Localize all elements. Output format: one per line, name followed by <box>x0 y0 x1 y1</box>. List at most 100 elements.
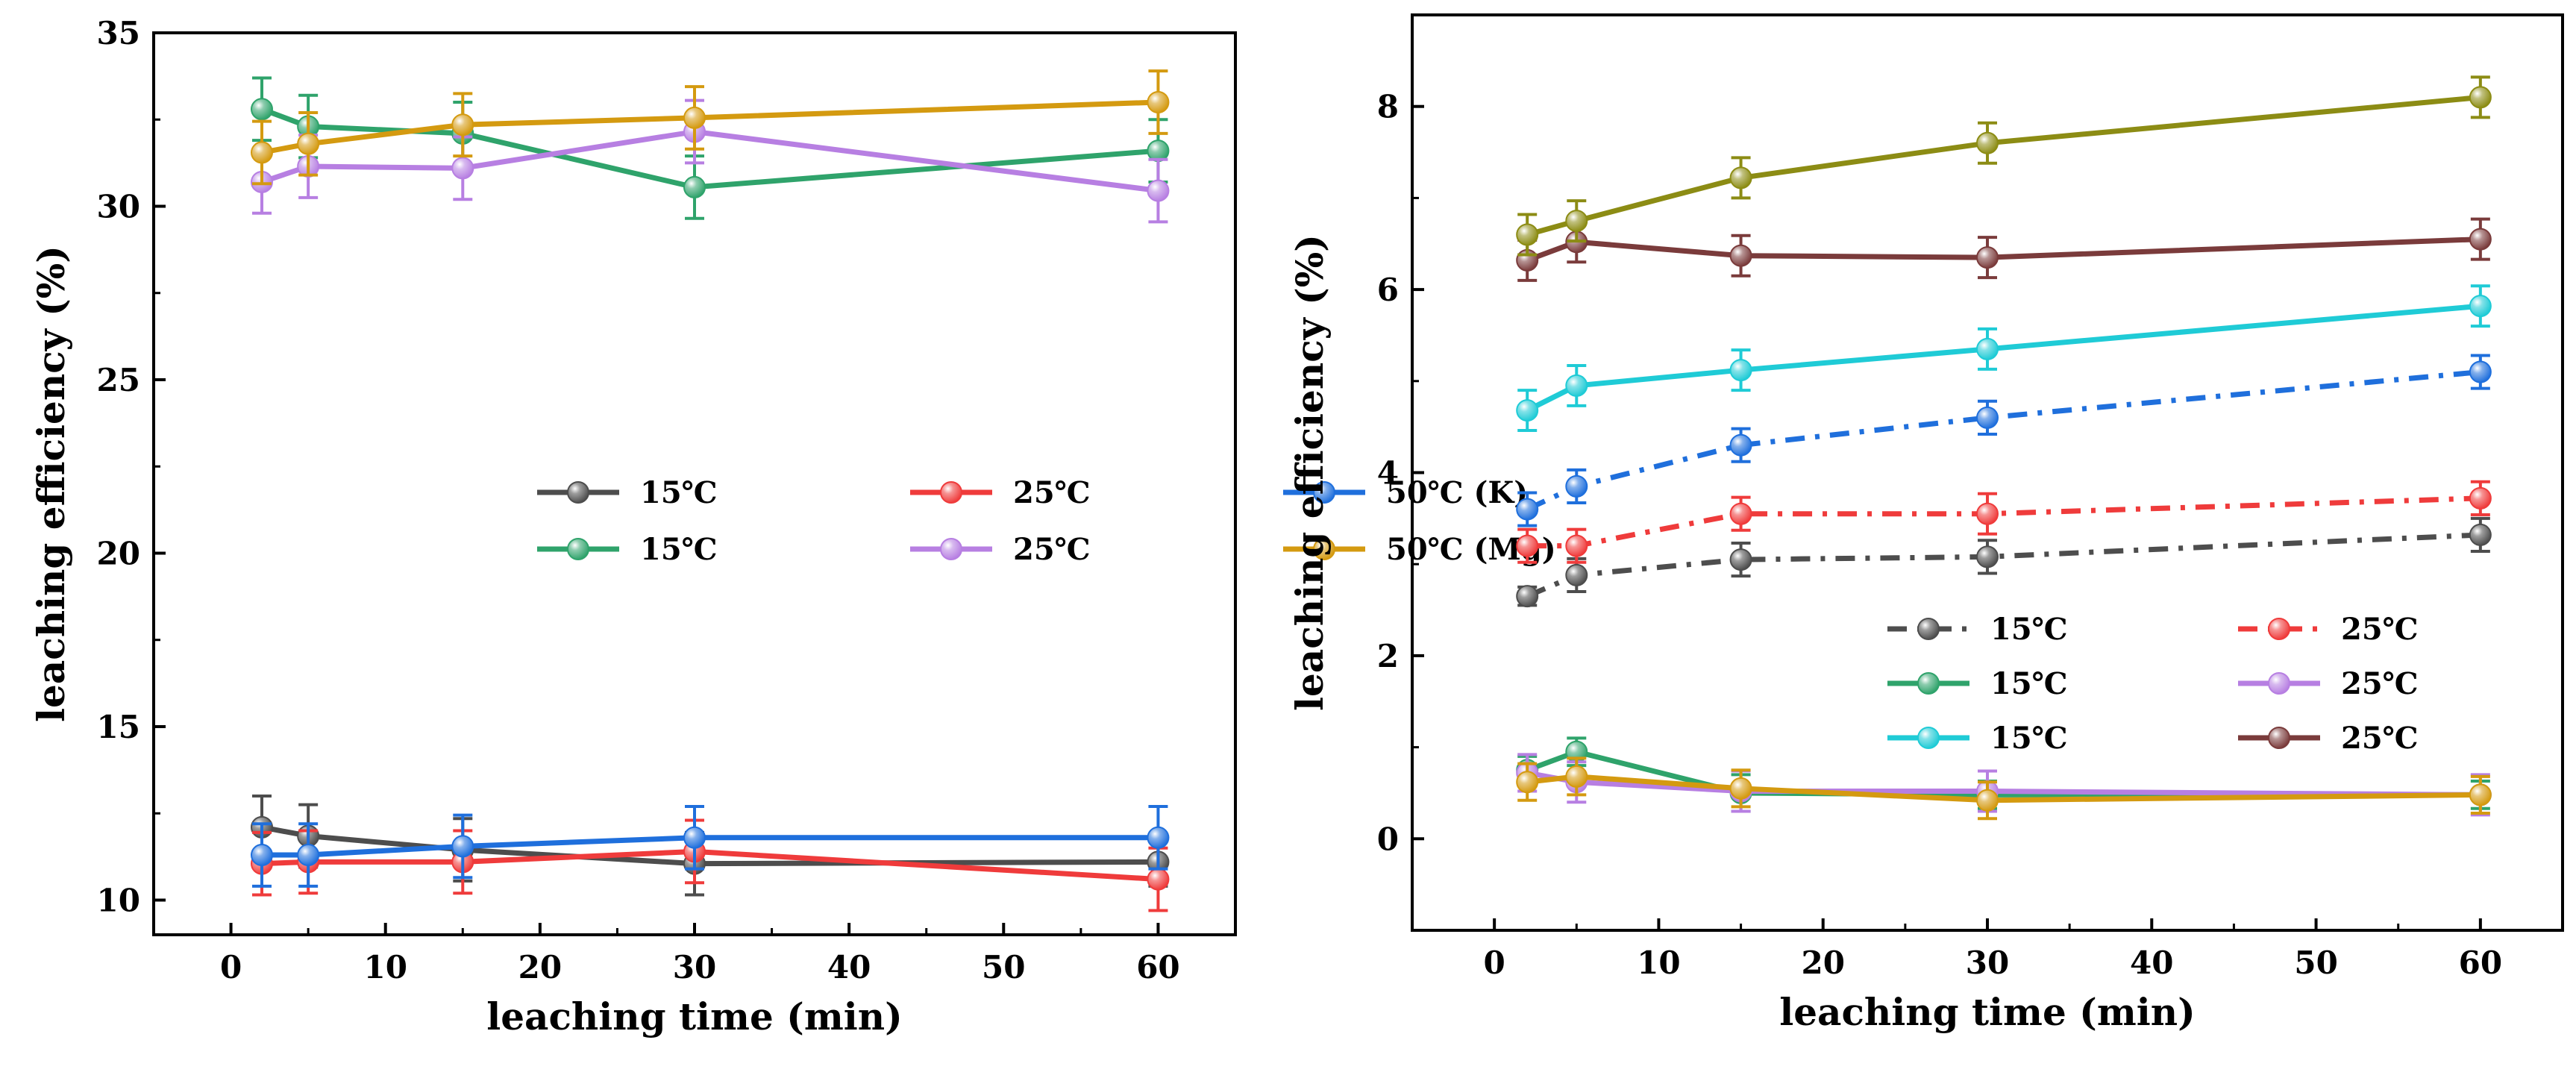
y-tick-label: 15 <box>97 709 140 745</box>
series-4 <box>251 76 1170 220</box>
y-tick-label: 8 <box>1377 89 1399 125</box>
series-7 <box>1516 284 2492 433</box>
x-tick-label: 40 <box>827 949 871 986</box>
data-point <box>1565 210 1588 233</box>
data-point <box>2469 783 2492 806</box>
x-tick-label: 10 <box>363 949 407 986</box>
legend-label: 50℃ (K) <box>1386 475 1528 510</box>
legend-label: 15℃ <box>640 532 718 567</box>
data-point <box>1729 359 1752 382</box>
series-9 <box>1516 75 2492 257</box>
data-point <box>1976 502 1999 525</box>
y-axis-label: leaching efficiency (%) <box>29 245 73 722</box>
legend-marker <box>940 481 962 504</box>
x-tick-label: 30 <box>1966 944 2009 981</box>
series-line <box>261 99 1159 155</box>
x-tick-label: 60 <box>2459 944 2502 981</box>
y-tick-label: 20 <box>97 536 140 572</box>
legend-marker <box>1917 618 1940 640</box>
legend-marker <box>1313 481 1335 504</box>
data-point <box>1729 548 1752 571</box>
series-8 <box>1516 217 2492 282</box>
y-tick-label: 10 <box>97 883 140 919</box>
x-tick-label: 10 <box>1637 944 1680 981</box>
legend-marker <box>567 481 589 504</box>
legend-marker <box>1917 672 1940 695</box>
data-point <box>2469 295 2492 318</box>
legend-marker <box>1917 727 1940 749</box>
series-1 <box>1516 516 2492 608</box>
data-point <box>451 835 474 858</box>
y-tick-label: 4 <box>1377 455 1399 492</box>
series-1 <box>251 795 1170 897</box>
series-line <box>1526 369 2481 512</box>
legend-marker <box>2268 727 2290 749</box>
legend-label: 25℃ <box>1013 532 1091 567</box>
legend-marker <box>2268 672 2290 695</box>
data-point <box>683 175 706 198</box>
data-point <box>297 132 320 155</box>
x-axis-label: leaching time (min) <box>486 994 903 1038</box>
data-point <box>1565 534 1588 557</box>
legend: 15℃ 25℃ 50℃ (K)15℃ 25℃ 50℃ (Mg) <box>537 475 1556 567</box>
data-point <box>251 141 273 164</box>
legend-label: 15℃ <box>1990 666 2068 701</box>
data-point <box>1147 868 1170 891</box>
data-point <box>1565 765 1588 788</box>
data-point <box>1729 777 1752 800</box>
series-2 <box>1516 480 2492 564</box>
series-line <box>1526 94 2481 237</box>
chart-panel-2: 0 10 20 30 40 50 60 0 2 4 6 8 leaching time (min) lea… <box>1288 13 2564 1034</box>
data-point <box>1976 131 1999 154</box>
series-line <box>1527 495 2481 549</box>
x-tick-label: 0 <box>1484 944 1505 981</box>
x-tick-label: 0 <box>220 949 242 986</box>
data-point <box>251 844 273 867</box>
legend-marker <box>567 538 589 560</box>
data-point <box>1516 498 1539 521</box>
data-point <box>1565 563 1588 586</box>
y-axis-label: leaching efficiency (%) <box>1288 234 1332 711</box>
data-point <box>1976 406 1999 429</box>
series-line <box>261 824 1159 867</box>
data-point <box>1516 585 1539 608</box>
series-line <box>1526 303 2481 413</box>
data-point <box>2469 360 2492 383</box>
data-point <box>1976 545 1999 568</box>
data-point <box>1516 771 1539 794</box>
series-6 <box>251 69 1170 186</box>
legend-label: 25℃ <box>2341 612 2419 647</box>
legend-label: 25℃ <box>1013 475 1091 510</box>
data-point <box>1729 244 1752 267</box>
data-point <box>2469 86 2492 109</box>
y-tick-label: 6 <box>1377 272 1399 308</box>
y-tick-label: 35 <box>97 15 140 51</box>
x-tick-label: 60 <box>1136 949 1179 986</box>
x-tick-label: 20 <box>1801 944 1844 981</box>
y-tick-label: 30 <box>97 189 140 225</box>
data-point <box>1729 433 1752 457</box>
data-point <box>1565 374 1588 397</box>
x-tick-label: 20 <box>518 949 562 986</box>
series-line <box>1526 532 2481 599</box>
x-axis-label: leaching time (min) <box>1779 990 2196 1034</box>
legend-marker <box>1313 538 1335 560</box>
data-point <box>2469 523 2492 546</box>
data-point <box>683 106 706 129</box>
data-point <box>297 844 320 867</box>
data-point <box>1516 534 1539 557</box>
data-point <box>2469 228 2492 251</box>
data-point <box>683 826 706 849</box>
series-3 <box>1516 354 2492 527</box>
series-line <box>1526 236 2481 263</box>
legend: 15℃25℃50℃ (Li)15℃25℃50℃ (Rb)15℃25℃50℃ (S… <box>1887 612 2419 756</box>
data-point <box>1565 474 1588 498</box>
legend-label: 25℃ <box>2341 721 2419 756</box>
legend-label: 15℃ <box>640 475 718 510</box>
data-point <box>2469 486 2492 510</box>
x-tick-label: 50 <box>2294 944 2337 981</box>
data-point <box>1147 91 1170 113</box>
series-3 <box>251 804 1170 888</box>
